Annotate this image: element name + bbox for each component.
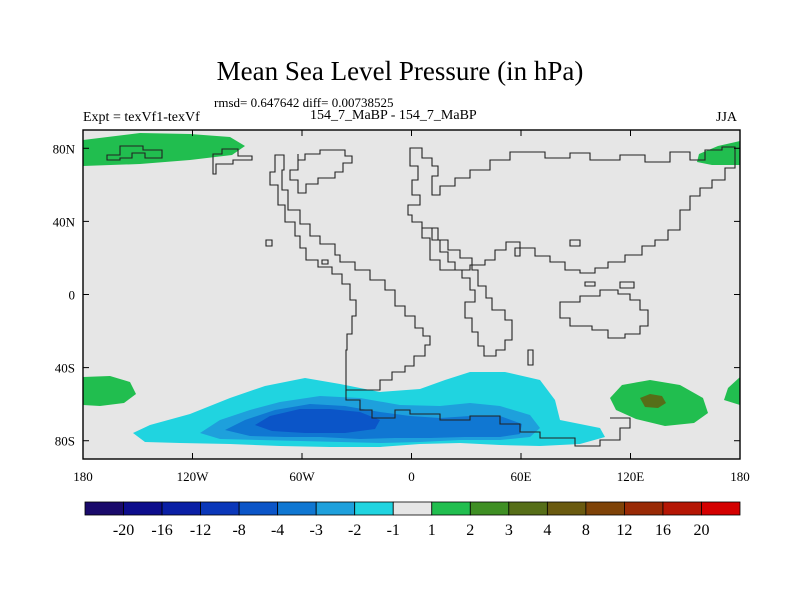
coastline-misc-islands — [265, 239, 635, 289]
coastline-africa-arabia — [421, 227, 513, 357]
x-tick-label: 60E — [511, 469, 532, 484]
colorbar-swatch — [508, 501, 548, 516]
y-tick-label: 0 — [69, 288, 76, 303]
colorbar-swatch — [662, 501, 702, 516]
region-antarctic-low-core — [255, 409, 380, 433]
colorbar-swatch — [315, 501, 356, 516]
colorbar-label: -4 — [271, 522, 284, 539]
y-tick-label: 80S — [55, 434, 75, 449]
region-s-indian-ocean-core — [640, 394, 666, 408]
colorbar-label: 20 — [693, 522, 709, 539]
chart-title: Mean Sea Level Pressure (in hPa) — [216, 56, 584, 86]
colorbar-label: 16 — [655, 522, 671, 539]
coastline-arctic-islands — [212, 148, 253, 175]
x-tick-label: 120E — [617, 469, 645, 484]
colorbar-label: -20 — [113, 522, 134, 539]
colorbar-swatch — [238, 501, 279, 516]
case-label: 154_7_MaBP - 154_7_MaBP — [310, 108, 477, 123]
colorbar-label: -2 — [348, 522, 361, 539]
colorbar-swatch — [624, 501, 664, 516]
colorbar-label: 12 — [616, 522, 632, 539]
colorbar-swatch — [469, 501, 510, 516]
colorbar-swatch — [546, 501, 587, 516]
colorbar-label: -16 — [151, 522, 172, 539]
colorbar-swatch — [200, 501, 240, 516]
colorbar-label: -1 — [387, 522, 400, 539]
colorbar: -20 -16 -12 -8 -4 -3 -2 -1 1 2 3 4 8 12 16 20 — [84, 501, 741, 539]
colorbar-label: 2 — [466, 522, 474, 539]
region-east-atlantic-edge — [724, 377, 740, 405]
coastline-north-america — [106, 145, 163, 161]
colorbar-swatch — [123, 501, 163, 516]
coastlines — [106, 145, 736, 447]
colorbar-label: 4 — [543, 522, 551, 539]
colorbar-label: -12 — [190, 522, 211, 539]
season-label: JJA — [716, 110, 738, 125]
colorbar-swatch — [161, 501, 201, 516]
colorbar-swatch — [431, 501, 471, 516]
coastline-australia — [559, 289, 649, 339]
colorbar-label: -8 — [232, 522, 245, 539]
coastline-eurasia — [407, 146, 736, 274]
coastline-americas — [269, 154, 431, 391]
experiment-label: Expt = texVf1-texVf — [83, 110, 200, 125]
y-tick-label: 40N — [53, 214, 76, 229]
coastline-madagascar — [527, 349, 534, 366]
colorbar-swatch — [701, 501, 741, 516]
x-tick-label: 0 — [408, 469, 415, 484]
stats-label: rmsd= 0.647642 diff= 0.00738525 — [214, 95, 394, 110]
axes: 180 120W 60W 0 60E 120E 180 80N 40N 0 40S 80S — [53, 130, 750, 484]
colorbar-swatch — [392, 501, 433, 516]
colorbar-label: 1 — [428, 522, 436, 539]
x-tick-label: 180 — [73, 469, 93, 484]
region-s-pacific-high — [83, 376, 136, 406]
coastline-greenland — [289, 149, 353, 194]
x-tick-label: 60W — [289, 469, 315, 484]
colorbar-label: -3 — [310, 522, 323, 539]
colorbar-swatch — [277, 501, 317, 516]
x-tick-label: 180 — [730, 469, 750, 484]
colorbar-label: 8 — [582, 522, 590, 539]
colorbar-swatch — [585, 501, 625, 516]
coastline-antarctica — [345, 390, 631, 447]
y-tick-label: 80N — [53, 141, 76, 156]
colorbar-label: 3 — [505, 522, 513, 539]
x-tick-label: 120W — [177, 469, 210, 484]
y-tick-label: 40S — [55, 361, 75, 376]
colorbar-swatch — [354, 501, 394, 516]
colorbar-swatch — [84, 501, 124, 516]
